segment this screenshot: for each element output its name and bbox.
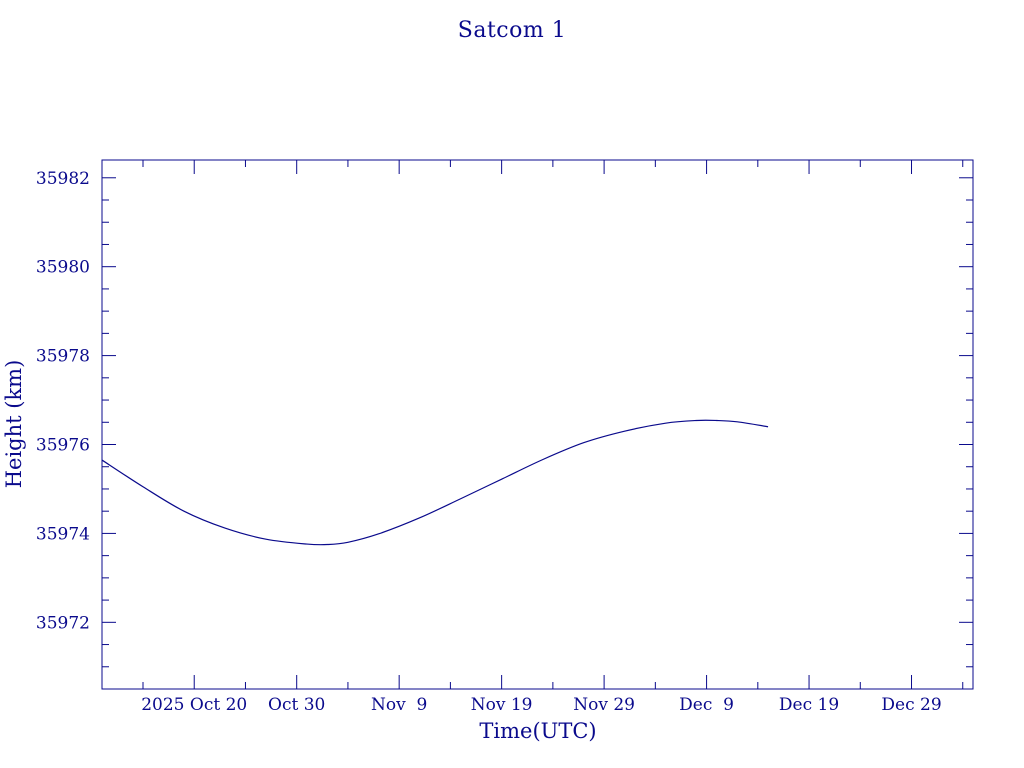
x-tick-label: Dec 29	[881, 695, 941, 715]
chart-title: Satcom 1	[458, 18, 566, 43]
x-tick-label: Nov 9	[371, 695, 427, 715]
y-tick-label: 35972	[36, 613, 90, 633]
x-tick-label: Nov 29	[573, 695, 635, 715]
x-tick-label: 2025 Oct 20	[141, 695, 247, 715]
y-tick-label: 35974	[36, 524, 90, 544]
x-axis-title: Time(UTC)	[479, 719, 596, 743]
y-axis-title: Height (km)	[2, 360, 26, 489]
x-tick-label: Dec 9	[679, 695, 734, 715]
series-layer	[101, 419, 769, 546]
y-tick-label: 35976	[36, 436, 90, 456]
x-tick-label: Oct 30	[268, 695, 325, 715]
y-tick-label: 35980	[36, 258, 90, 278]
y-tick-label: 35978	[36, 347, 90, 367]
x-tick-label: Nov 19	[471, 695, 533, 715]
height-series-line	[101, 419, 769, 546]
y-axis-ticks: 35972 35974 35976 35978 35980 35982	[36, 169, 973, 690]
x-tick-label: Dec 19	[779, 695, 839, 715]
y-tick-label: 35982	[36, 169, 90, 189]
plot-frame	[101, 159, 974, 690]
x-axis-ticks: 2025 Oct 20 Oct 30 Nov 9 Nov 19 Nov 29 Dec 9 D…	[141, 160, 964, 715]
